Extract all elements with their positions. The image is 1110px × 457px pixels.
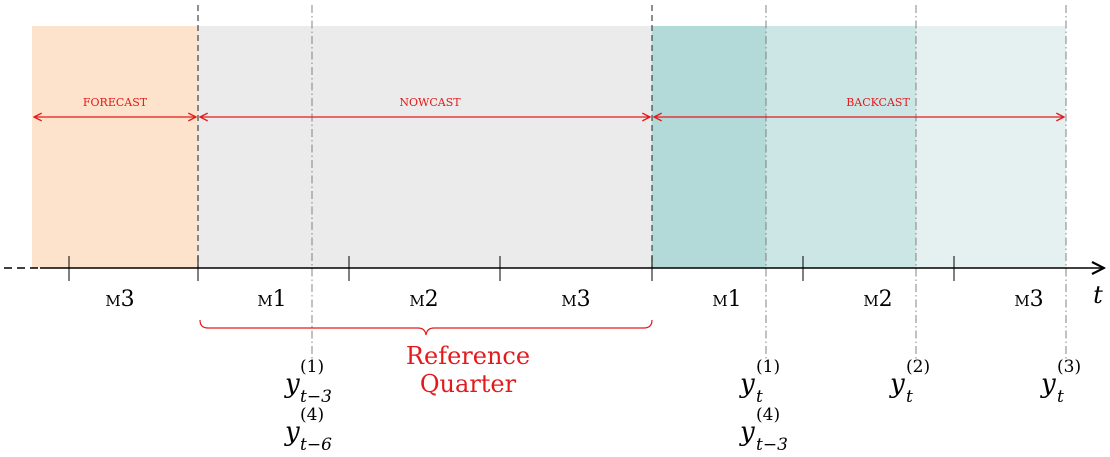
release-label-y3-t: y (3) t bbox=[1040, 357, 1081, 407]
svg-text:(2): (2) bbox=[906, 357, 930, 377]
svg-text:y: y bbox=[284, 417, 300, 447]
axis-label-t: t bbox=[1093, 281, 1103, 309]
month-label: m3 bbox=[105, 287, 134, 312]
reference-quarter-label-line2: Quarter bbox=[420, 370, 517, 398]
release-label-y1-t-3: y (1) t−3 bbox=[284, 357, 332, 407]
svg-text:t−6: t−6 bbox=[300, 435, 332, 452]
nowcast-label: nowcast bbox=[399, 92, 461, 110]
backcast-region-m1 bbox=[652, 26, 766, 268]
svg-text:(1): (1) bbox=[756, 357, 780, 377]
month-label: m2 bbox=[863, 287, 892, 312]
reference-quarter-label-line1: Reference bbox=[406, 342, 530, 370]
month-label: m3 bbox=[561, 287, 590, 312]
svg-text:(4): (4) bbox=[756, 405, 780, 425]
release-label-y4-t-3: y (4) t−3 bbox=[739, 405, 788, 455]
release-label-y4-t-6: y (4) t−6 bbox=[284, 405, 332, 455]
svg-text:t−3: t−3 bbox=[300, 387, 332, 407]
svg-text:(3): (3) bbox=[1057, 357, 1081, 377]
backcast-region-m3 bbox=[916, 26, 1066, 268]
month-label: m1 bbox=[257, 287, 286, 312]
svg-text:y: y bbox=[739, 369, 755, 399]
svg-text:t: t bbox=[906, 387, 913, 407]
svg-text:y: y bbox=[889, 369, 905, 399]
reference-quarter-brace bbox=[199, 319, 653, 336]
svg-text:(1): (1) bbox=[300, 357, 324, 377]
month-label: m2 bbox=[409, 287, 438, 312]
svg-text:t: t bbox=[756, 387, 763, 407]
forecast-region bbox=[32, 26, 198, 268]
svg-text:t: t bbox=[1057, 387, 1064, 407]
svg-text:y: y bbox=[1040, 369, 1056, 399]
svg-text:y: y bbox=[284, 369, 300, 399]
month-label: m1 bbox=[712, 287, 741, 312]
backcast-label: backcast bbox=[846, 92, 910, 110]
nowcast-region bbox=[198, 26, 652, 268]
release-label-y2-t: y (2) t bbox=[889, 357, 930, 407]
svg-text:y: y bbox=[739, 417, 755, 447]
backcast-region-m2 bbox=[766, 26, 916, 268]
svg-text:t−3: t−3 bbox=[756, 435, 788, 452]
month-label: m3 bbox=[1014, 287, 1043, 312]
forecast-label: forecast bbox=[83, 92, 148, 110]
release-label-y1-t: y (1) t bbox=[739, 357, 780, 407]
svg-text:(4): (4) bbox=[300, 405, 324, 425]
